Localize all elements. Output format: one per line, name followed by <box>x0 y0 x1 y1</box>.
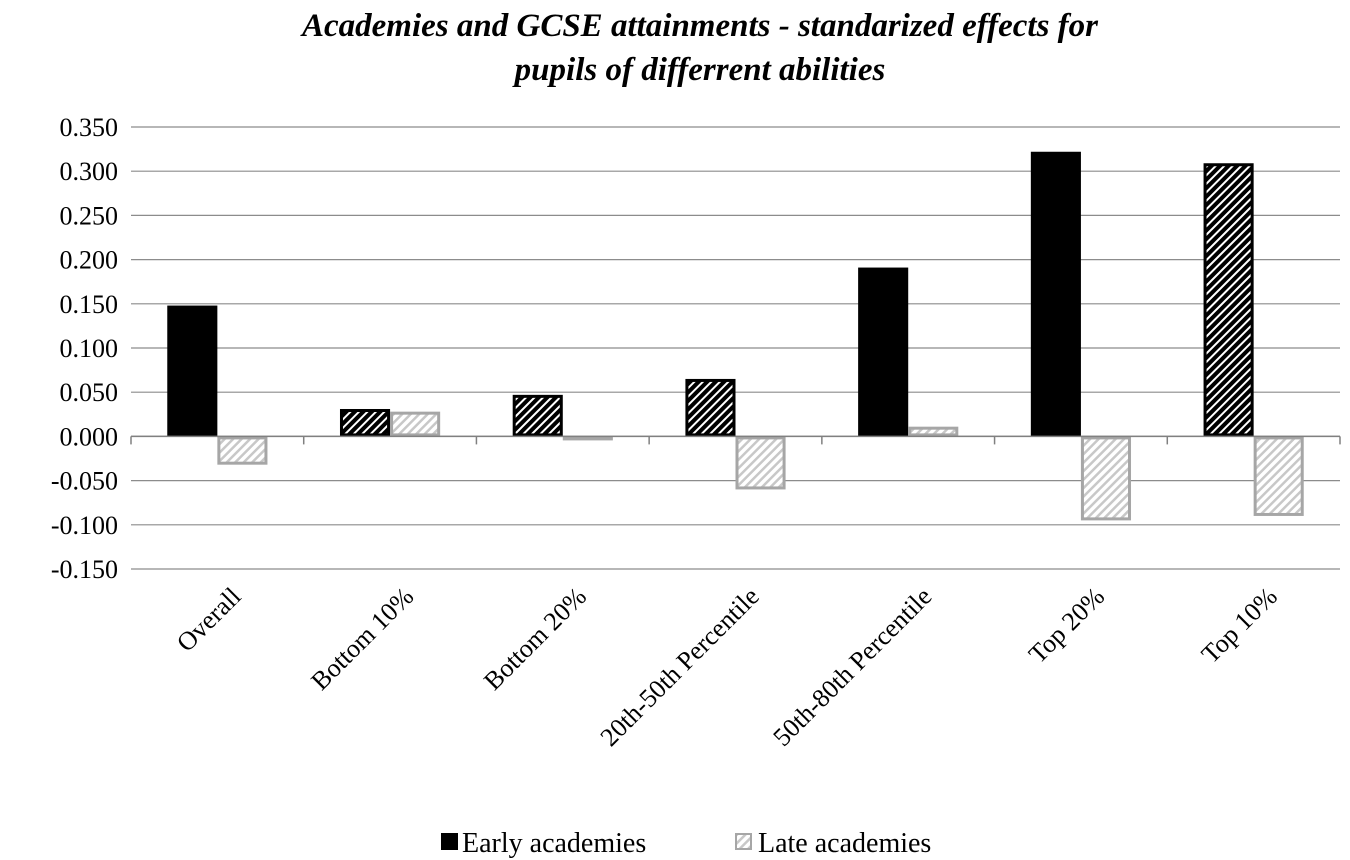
bar-early-0 <box>167 305 218 437</box>
y-tick-label: -0.150 <box>51 555 118 584</box>
legend-swatch-early <box>441 833 458 850</box>
chart-title-line-2: pupils of differrent abilities <box>512 52 886 88</box>
y-tick-label: 0.000 <box>60 422 119 451</box>
y-tick-label: -0.100 <box>51 511 118 540</box>
bar-early-2 <box>512 394 563 437</box>
y-tick-label: 0.100 <box>60 334 119 363</box>
bar-late-5 <box>1080 436 1132 521</box>
x-tick-label: Overall <box>171 582 247 658</box>
chart-title-line-1: Academies and GCSE attainments - standar… <box>300 8 1099 44</box>
bar-late-6 <box>1253 436 1304 516</box>
x-tick-label: 50th-80th Percentile <box>767 582 937 752</box>
legend-swatch-late <box>735 833 752 850</box>
y-tick-label: 0.300 <box>60 157 119 186</box>
x-tick-label: Bottom 10% <box>305 582 419 696</box>
x-tick-label: 20th-50th Percentile <box>595 582 765 752</box>
bar-early-5 <box>1030 151 1081 437</box>
bar-early-3 <box>685 378 736 437</box>
y-tick-label: 0.250 <box>60 201 119 230</box>
x-axis-labels: Overall Bottom 10% Bottom 20% 20th-50th Per… <box>171 582 1283 752</box>
bar-late-3 <box>735 436 786 490</box>
y-tick-label: 0.200 <box>60 246 119 275</box>
gridlines <box>131 126 1340 570</box>
bar-late-0 <box>217 436 268 465</box>
legend-label-late: Late academies <box>758 828 931 859</box>
x-tick-label: Top 10% <box>1196 582 1283 669</box>
legend: Early academies Late academies <box>441 828 931 859</box>
bar-early-6 <box>1203 163 1254 437</box>
bar-late-4 <box>908 426 959 437</box>
x-tick-label: Top 20% <box>1023 582 1110 669</box>
y-tick-label: -0.050 <box>51 467 118 496</box>
y-tick-label: 0.050 <box>60 378 119 407</box>
bars <box>167 151 1304 521</box>
x-axis-tick-marks <box>130 436 1341 445</box>
y-axis-ticks: 0.350 0.300 0.250 0.200 0.150 0.100 0.050 0.000… <box>51 113 118 584</box>
x-tick-label: Bottom 20% <box>478 582 592 696</box>
y-tick-label: 0.150 <box>60 290 119 319</box>
bar-early-4 <box>858 267 909 437</box>
chart-title: Academies and GCSE attainments - standar… <box>300 8 1099 88</box>
legend-label-early: Early academies <box>462 828 646 859</box>
bar-late-2 <box>562 436 613 441</box>
bar-late-1 <box>390 411 441 437</box>
bar-early-1 <box>339 408 391 437</box>
y-tick-label: 0.350 <box>60 113 119 142</box>
